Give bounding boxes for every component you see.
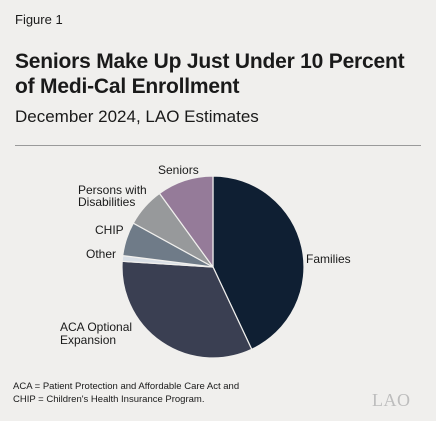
label-families: Families (306, 252, 351, 266)
pie-slices (121, 175, 305, 359)
figure-label: Figure 1 (15, 12, 63, 27)
label-aca-line2: Expansion (60, 333, 116, 347)
footnote-line-1: ACA = Patient Protection and Affordable … (13, 381, 240, 392)
chart-title: Seniors Make Up Just Under 10 Percent of… (15, 50, 405, 98)
chart-subtitle: December 2024, LAO Estimates (15, 107, 259, 126)
label-seniors: Seniors (158, 163, 199, 177)
label-pwd-line1: Persons with (78, 183, 147, 197)
pie-chart: Families ACA Optional Expansion Other CH… (60, 163, 351, 359)
footnote: ACA = Patient Protection and Affordable … (13, 380, 393, 406)
label-aca-line1: ACA Optional (60, 320, 132, 334)
lao-logo: LAO (372, 390, 411, 410)
label-other: Other (86, 247, 116, 261)
pie-slice-seniors (158, 175, 214, 269)
pie-slice-aca-optional-expansion (121, 260, 253, 359)
pie-slice-families (212, 175, 305, 351)
divider-rule (15, 145, 421, 146)
label-chip: CHIP (95, 223, 124, 237)
footnote-line-2: CHIP = Children's Health Insurance Progr… (13, 394, 205, 405)
label-pwd-line2: Disabilities (78, 195, 135, 209)
